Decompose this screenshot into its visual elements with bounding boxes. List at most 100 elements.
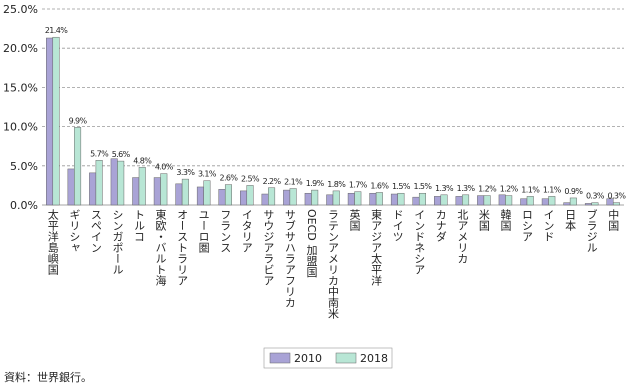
data-label: 1.6% xyxy=(370,181,389,190)
bar xyxy=(347,192,355,206)
bar xyxy=(526,196,534,206)
data-label: 21.4% xyxy=(45,26,68,35)
data-label: 3.1% xyxy=(198,170,217,179)
data-label: 5.7% xyxy=(90,149,109,158)
x-tick-label: イタリア xyxy=(240,209,253,253)
bar xyxy=(612,202,620,206)
bar xyxy=(520,198,528,206)
bar xyxy=(332,190,340,206)
x-tick-label: 中国 xyxy=(607,209,620,232)
bar xyxy=(354,191,362,206)
bar xyxy=(455,196,463,206)
bar xyxy=(95,160,103,206)
x-tick-label: ロシア xyxy=(521,209,534,242)
bar xyxy=(283,189,291,206)
legend-swatch xyxy=(269,352,291,364)
data-label: 0.9% xyxy=(564,187,583,196)
data-label: 1.1% xyxy=(543,185,562,194)
bar xyxy=(74,127,82,206)
x-tick-label: オーストラリア xyxy=(176,209,189,286)
data-label: 1.5% xyxy=(392,182,411,191)
bar xyxy=(261,193,269,206)
bar xyxy=(569,197,577,206)
x-tick-label: トルコ xyxy=(133,209,146,242)
bar xyxy=(326,194,334,206)
data-label: 9.9% xyxy=(69,116,88,125)
bar xyxy=(505,195,513,206)
x-tick-label: サブサハラアフリカ xyxy=(283,209,296,308)
x-tick-label: 東アジア太平洋 xyxy=(370,209,383,286)
bar xyxy=(240,190,248,206)
x-tick-label: 韓国 xyxy=(499,209,512,232)
x-tick-label: 日本 xyxy=(564,209,577,232)
bar xyxy=(462,194,470,206)
x-tick-label: インドネシア xyxy=(413,209,426,275)
bar xyxy=(160,173,168,206)
x-tick-label: インド xyxy=(542,209,555,242)
legend-label: 2018 xyxy=(360,352,388,365)
x-tick-label: 北アメリカ xyxy=(456,209,469,264)
bar xyxy=(117,160,125,206)
data-label: 1.2% xyxy=(478,185,497,194)
bar xyxy=(110,158,118,206)
x-tick-label: ドイツ xyxy=(391,209,404,242)
bar xyxy=(289,188,297,206)
y-tick-label: 0.0% xyxy=(10,199,38,212)
bar xyxy=(498,194,506,206)
y-tick-label: 15.0% xyxy=(3,81,38,94)
bar xyxy=(181,178,189,206)
data-label: 2.1% xyxy=(284,178,303,187)
bar xyxy=(268,187,276,206)
x-tick-label: ラテンアメリカ中南米 xyxy=(327,209,340,320)
bar xyxy=(418,192,426,206)
data-label: 0.3% xyxy=(608,192,627,201)
bar xyxy=(591,202,599,206)
x-tick-label: 米国 xyxy=(477,209,490,232)
data-label: 5.6% xyxy=(112,150,131,159)
bar xyxy=(434,196,442,206)
bar xyxy=(46,37,54,206)
bar xyxy=(584,203,592,206)
bar xyxy=(175,183,183,206)
y-tick-label: 25.0% xyxy=(3,3,38,16)
bar xyxy=(311,189,319,206)
x-tick-label: 東欧・バルト海 xyxy=(154,209,167,287)
bar xyxy=(304,192,312,206)
data-label: 4.8% xyxy=(133,156,152,165)
data-label: 1.3% xyxy=(457,184,476,193)
data-label: 1.2% xyxy=(500,185,519,194)
bar xyxy=(196,186,204,206)
x-tick-label: サウジアラビア xyxy=(262,209,275,286)
x-tick-label: カナダ xyxy=(434,209,447,242)
x-tick-label: 太平洋島嶼国 xyxy=(46,209,59,276)
bar xyxy=(606,198,614,206)
legend-swatch xyxy=(335,352,357,364)
bar xyxy=(440,194,448,206)
bar xyxy=(89,172,97,206)
legend-box xyxy=(263,347,393,369)
bar xyxy=(541,198,549,206)
bar xyxy=(563,202,571,206)
bar xyxy=(483,195,491,206)
data-label: 1.1% xyxy=(521,185,540,194)
bar xyxy=(203,180,211,206)
data-label: 1.3% xyxy=(435,184,454,193)
x-tick-label: スペイン xyxy=(89,209,102,253)
x-tick-label: ギリシャ xyxy=(68,209,81,253)
data-label: 3.3% xyxy=(176,168,195,177)
y-tick-label: 20.0% xyxy=(3,42,38,55)
y-tick-label: 10.0% xyxy=(3,121,38,134)
bar xyxy=(397,192,405,206)
data-label: 1.9% xyxy=(306,179,325,188)
data-label: 1.7% xyxy=(349,181,368,190)
legend-label: 2010 xyxy=(294,352,322,365)
data-label: 1.8% xyxy=(327,180,346,189)
bar xyxy=(224,184,232,206)
bar xyxy=(477,195,485,206)
source-note: 資料：世界銀行。 xyxy=(4,370,92,384)
bar xyxy=(153,177,161,206)
x-tick-label: ブラジル xyxy=(585,208,598,253)
x-tick-label: シンガポール xyxy=(111,209,124,275)
y-tick-label: 5.0% xyxy=(10,160,38,173)
